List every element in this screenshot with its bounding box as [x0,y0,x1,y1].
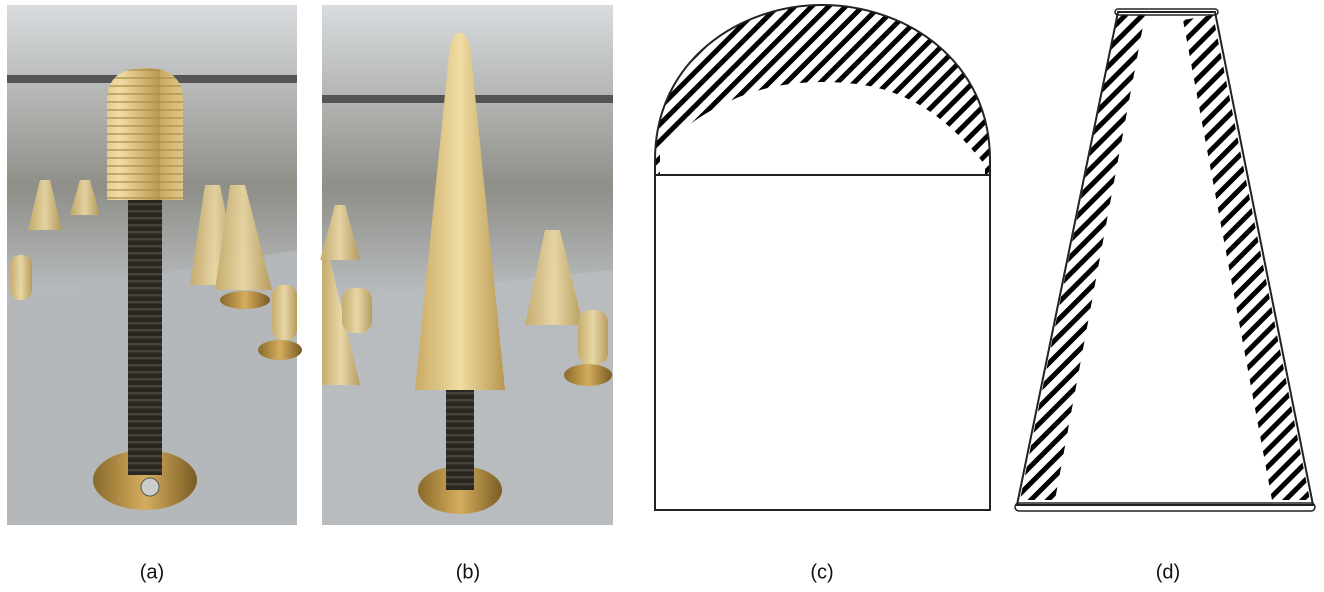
panel-label: (b) [456,561,480,583]
drawing-d [1015,9,1315,511]
photo-b [320,5,613,525]
panel-label: (a) [140,561,164,583]
figure: (a) (b) (c) (d) [0,0,1324,592]
drawing-c [655,5,990,510]
panel-label: (c) [810,561,833,583]
photo-a [7,5,302,525]
page: (a) (b) (c) (d) (() => { const data = JS… [0,0,1324,592]
panel-label: (d) [1156,561,1180,583]
